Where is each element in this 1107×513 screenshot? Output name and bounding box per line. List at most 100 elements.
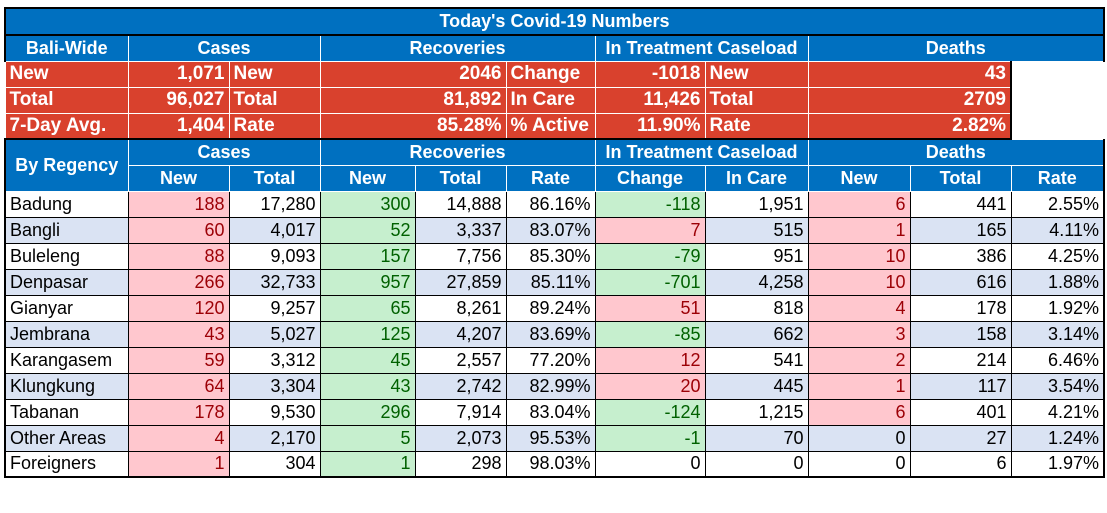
recoveries-rate: 89.24% (505, 294, 596, 322)
deaths-rate: 1.88% (1010, 268, 1105, 296)
cases-total: 304 (228, 450, 321, 478)
treatment-in-care: 1,215 (704, 398, 809, 426)
deaths-rate: 3.14% (1010, 320, 1105, 348)
recoveries-new: 296 (319, 398, 416, 426)
recoveries-rate: 82.99% (505, 372, 596, 400)
table-row: Klungkung 64 3,304 43 2,742 82.99% 20 445 1 117 3.… (4, 372, 1105, 400)
sub-header: Total (909, 164, 1012, 192)
recoveries-new: 52 (319, 216, 416, 244)
table-row: Jembrana 43 5,027 125 4,207 83.69% -85 662 3 158 3… (4, 320, 1105, 348)
treatment-in-care: 1,951 (704, 190, 809, 218)
cases-total: 5,027 (228, 320, 321, 348)
cases-total: 2,170 (228, 424, 321, 452)
regency-group-treatment: In Treatment Caseload (594, 138, 809, 166)
cases-value: 1,404 (127, 112, 230, 140)
deaths-label: Rate (704, 112, 809, 140)
cases-new: 1 (127, 450, 230, 478)
sub-header: New (807, 164, 911, 192)
deaths-new: 0 (807, 424, 911, 452)
treatment-change: -85 (594, 320, 706, 348)
treatment-change: -118 (594, 190, 706, 218)
regency-section: Badung 188 17,280 300 14,888 86.16% -118 1,951 6… (4, 190, 1105, 478)
table-row: Gianyar 120 9,257 65 8,261 89.24% 51 818 4 178 1.9… (4, 294, 1105, 322)
deaths-new: 1 (807, 216, 911, 244)
treatment-value: 11,426 (594, 86, 706, 114)
treatment-in-care: 951 (704, 242, 809, 270)
deaths-rate: 1.24% (1010, 424, 1105, 452)
cases-new: 43 (127, 320, 230, 348)
deaths-value: 43 (807, 60, 1012, 88)
treatment-change: -124 (594, 398, 706, 426)
recoveries-total: 4,207 (414, 320, 507, 348)
by-regency-label: By Regency (4, 138, 129, 192)
treatment-label: Change (505, 60, 596, 88)
regency-name: Bangli (4, 216, 129, 244)
treatment-value: 11.90% (594, 112, 706, 140)
treatment-label: In Care (505, 86, 596, 114)
deaths-new: 4 (807, 294, 911, 322)
cases-total: 17,280 (228, 190, 321, 218)
recoveries-new: 957 (319, 268, 416, 296)
cases-total: 32,733 (228, 268, 321, 296)
recoveries-value: 2046 (319, 60, 507, 88)
treatment-change: 20 (594, 372, 706, 400)
deaths-rate: 6.46% (1010, 346, 1105, 374)
regency-name: Buleleng (4, 242, 129, 270)
cases-new: 60 (127, 216, 230, 244)
treatment-change: -701 (594, 268, 706, 296)
sub-header: Change (594, 164, 706, 192)
table-row: Bangli 60 4,017 52 3,337 83.07% 7 515 1 165 4.11% (4, 216, 1105, 244)
table-row: Badung 188 17,280 300 14,888 86.16% -118 1,951 6… (4, 190, 1105, 218)
deaths-total: 616 (909, 268, 1012, 296)
treatment-change: -79 (594, 242, 706, 270)
table-title: Today's Covid-19 Numbers (4, 7, 1105, 36)
deaths-new: 2 (807, 346, 911, 374)
deaths-new: 1 (807, 372, 911, 400)
regency-name: Klungkung (4, 372, 129, 400)
recoveries-value: 85.28% (319, 112, 507, 140)
regency-name: Other Areas (4, 424, 129, 452)
deaths-total: 117 (909, 372, 1012, 400)
treatment-change: 7 (594, 216, 706, 244)
recoveries-total: 2,557 (414, 346, 507, 374)
sub-header: Total (228, 164, 321, 192)
recoveries-total: 14,888 (414, 190, 507, 218)
regency-name: Badung (4, 190, 129, 218)
deaths-total: 158 (909, 320, 1012, 348)
recoveries-new: 125 (319, 320, 416, 348)
treatment-in-care: 70 (704, 424, 809, 452)
treatment-change: 51 (594, 294, 706, 322)
recoveries-total: 8,261 (414, 294, 507, 322)
bali-wide-label: Bali-Wide (4, 34, 129, 62)
deaths-rate: 3.54% (1010, 372, 1105, 400)
cases-label: New (4, 60, 129, 88)
bali-wide-row: New 1,071 New 2046 Change -1018 New 43 (4, 60, 1104, 88)
recoveries-label: New (228, 60, 321, 88)
recoveries-new: 157 (319, 242, 416, 270)
recoveries-total: 7,914 (414, 398, 507, 426)
deaths-total: 165 (909, 216, 1012, 244)
table-row: Other Areas 4 2,170 5 2,073 95.53% -1 70 0 27 1.24… (4, 424, 1105, 452)
treatment-change: 12 (594, 346, 706, 374)
deaths-total: 386 (909, 242, 1012, 270)
treatment-in-care: 662 (704, 320, 809, 348)
regency-group-recoveries: Recoveries (319, 138, 596, 166)
recoveries-total: 2,073 (414, 424, 507, 452)
bali-wide-row: Total 96,027 Total 81,892 In Care 11,426 Total… (4, 86, 1104, 114)
deaths-value: 2709 (807, 86, 1012, 114)
cases-new: 4 (127, 424, 230, 452)
recoveries-new: 1 (319, 450, 416, 478)
sub-header: Rate (505, 164, 596, 192)
covid-table: Today's Covid-19 Numbers Bali-Wide Cases… (4, 7, 1105, 478)
recoveries-rate: 77.20% (505, 346, 596, 374)
cases-new: 178 (127, 398, 230, 426)
regency-name: Jembrana (4, 320, 129, 348)
sub-header: New (319, 164, 416, 192)
deaths-total: 214 (909, 346, 1012, 374)
recoveries-rate: 83.07% (505, 216, 596, 244)
deaths-total: 178 (909, 294, 1012, 322)
cases-total: 4,017 (228, 216, 321, 244)
deaths-total: 401 (909, 398, 1012, 426)
bali-wide-section: New 1,071 New 2046 Change -1018 New 43 Total 96,0… (4, 60, 1104, 140)
cases-new: 64 (127, 372, 230, 400)
